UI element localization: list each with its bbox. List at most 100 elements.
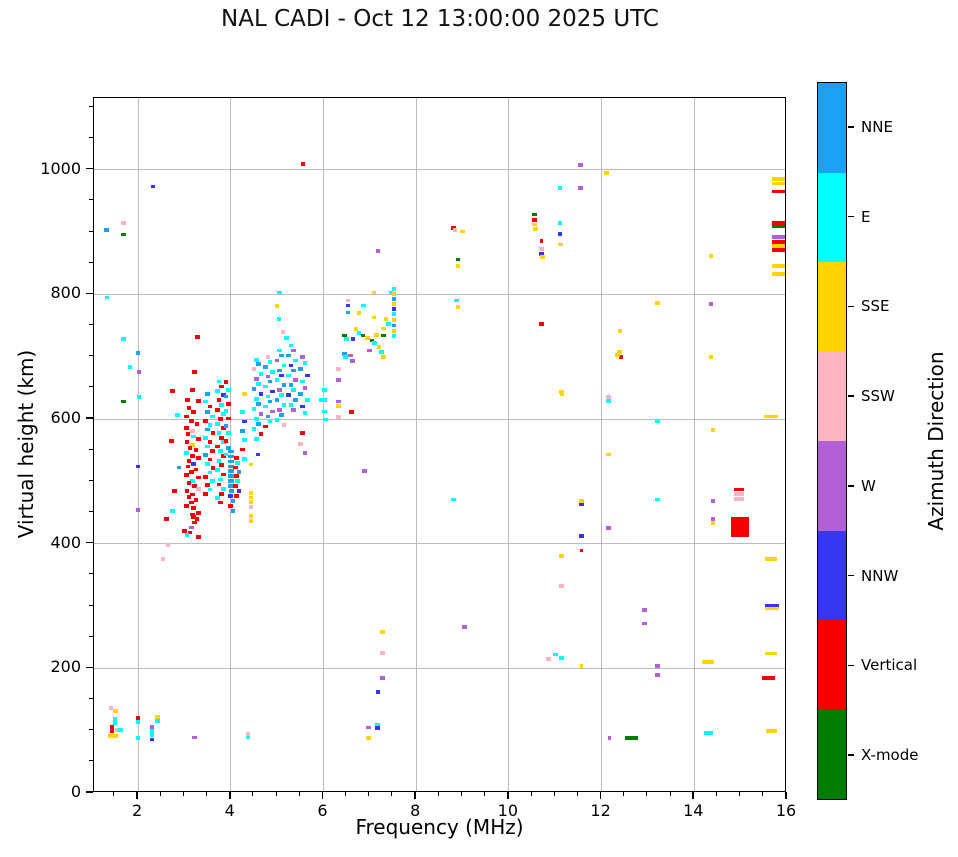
data-point	[708, 254, 714, 259]
data-point	[281, 403, 287, 408]
data-point	[104, 228, 109, 232]
data-point	[267, 419, 273, 424]
data-point	[230, 509, 236, 514]
data-point	[391, 292, 397, 297]
data-point	[270, 409, 275, 414]
y-tick-label: 800	[50, 283, 81, 303]
y-major-tick	[86, 292, 93, 295]
data-point	[202, 491, 208, 496]
data-point	[227, 474, 234, 479]
data-point	[274, 378, 280, 383]
data-point	[202, 399, 208, 404]
data-point	[253, 397, 259, 401]
x-tick-label: 8	[410, 801, 421, 820]
data-point	[579, 502, 584, 507]
data-point	[256, 362, 261, 367]
colorbar-tick	[848, 395, 854, 397]
data-point	[302, 361, 308, 365]
colorbar	[817, 82, 847, 800]
data-point	[293, 358, 298, 363]
data-point	[654, 663, 660, 668]
data-point	[248, 495, 254, 500]
data-point	[708, 354, 714, 359]
data-point	[348, 353, 353, 358]
colorbar-category-label: X-mode	[861, 746, 919, 765]
data-point	[210, 431, 216, 436]
data-point	[205, 392, 210, 396]
y-major-tick	[86, 666, 93, 669]
data-point	[207, 457, 213, 462]
data-point	[764, 651, 777, 656]
data-point	[450, 497, 456, 502]
y-tick-label: 200	[50, 657, 81, 677]
data-point	[279, 413, 285, 418]
data-point	[734, 491, 745, 496]
x-minor-tick	[484, 792, 486, 796]
data-point	[284, 336, 289, 340]
x-minor-tick	[669, 792, 671, 796]
data-point	[642, 608, 647, 613]
data-point	[455, 304, 461, 309]
data-point	[227, 454, 234, 459]
data-point	[135, 464, 141, 469]
data-point	[189, 512, 195, 517]
gridline	[415, 98, 417, 791]
data-point	[186, 495, 192, 499]
data-point	[771, 243, 785, 248]
data-point	[187, 445, 193, 450]
data-point	[219, 491, 224, 496]
data-point	[391, 287, 397, 292]
data-point	[335, 399, 341, 404]
data-point	[708, 301, 714, 306]
data-point	[189, 525, 194, 530]
data-point	[227, 459, 234, 464]
data-point	[730, 516, 749, 538]
data-point	[341, 333, 347, 338]
data-point	[207, 404, 213, 409]
x-minor-tick	[715, 792, 717, 796]
data-point	[764, 603, 779, 608]
x-tick-label: 16	[775, 801, 797, 820]
data-point	[734, 487, 745, 492]
data-point	[710, 499, 716, 504]
data-point	[109, 728, 115, 733]
data-point	[300, 354, 305, 359]
x-minor-tick	[345, 792, 347, 796]
data-point	[221, 472, 227, 477]
data-point	[606, 526, 611, 530]
data-point	[170, 509, 176, 514]
data-point	[350, 337, 356, 342]
data-point	[265, 374, 271, 379]
data-point	[654, 301, 660, 305]
data-point	[242, 457, 247, 461]
data-point	[274, 418, 280, 423]
data-point	[539, 251, 544, 256]
x-minor-tick	[646, 792, 648, 796]
x-minor-tick	[762, 792, 764, 796]
data-point	[454, 298, 459, 303]
data-point	[175, 412, 180, 417]
data-point	[322, 417, 328, 422]
data-point	[371, 290, 377, 295]
data-point	[219, 435, 224, 440]
data-point	[226, 431, 231, 436]
data-point	[115, 728, 120, 732]
data-point	[221, 426, 227, 431]
data-point	[112, 716, 118, 721]
data-point	[253, 377, 259, 381]
y-axis-label: Virtual height (km)	[14, 349, 38, 539]
data-point	[279, 393, 285, 398]
data-point	[580, 663, 584, 668]
data-point	[361, 303, 367, 308]
y-minor-tick	[89, 230, 93, 232]
data-point	[226, 387, 231, 392]
data-point	[135, 720, 141, 724]
data-point	[267, 359, 273, 364]
data-point	[205, 483, 210, 487]
data-point	[248, 500, 254, 504]
data-point	[184, 503, 190, 508]
data-point	[109, 725, 115, 729]
colorbar-tick	[848, 126, 854, 128]
x-major-tick	[599, 792, 602, 799]
data-point	[322, 409, 327, 414]
